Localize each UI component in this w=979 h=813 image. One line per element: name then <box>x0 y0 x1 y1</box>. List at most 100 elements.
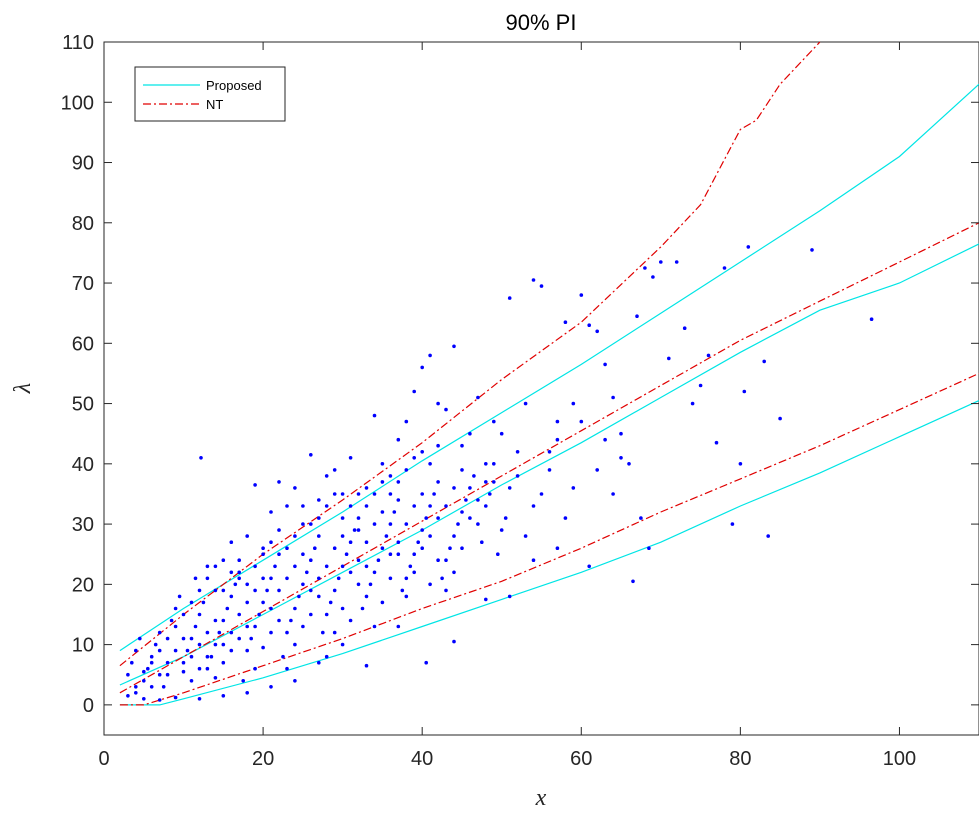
chart-title: 90% PI <box>506 10 577 35</box>
y-tick-label: 50 <box>72 394 94 416</box>
data-point <box>372 492 377 496</box>
data-point <box>452 570 456 575</box>
data-point <box>245 582 249 587</box>
data-point <box>221 588 226 593</box>
data-point <box>380 510 385 514</box>
data-point <box>523 401 528 406</box>
data-point <box>197 697 202 701</box>
data-point <box>213 564 218 569</box>
data-point <box>253 483 257 487</box>
data-point <box>476 395 480 400</box>
data-point <box>181 660 186 665</box>
data-point <box>281 654 285 659</box>
data-point <box>396 552 401 556</box>
data-point <box>579 419 584 424</box>
data-point <box>237 570 241 575</box>
data-point <box>523 534 528 538</box>
data-point <box>229 540 234 544</box>
data-point <box>285 630 289 635</box>
data-point <box>309 612 313 617</box>
y-tick-label: 30 <box>72 514 94 536</box>
data-point <box>305 570 309 575</box>
data-point <box>507 486 512 490</box>
data-point <box>205 576 210 581</box>
data-point <box>221 618 226 623</box>
data-point <box>460 443 464 448</box>
data-point <box>460 510 464 514</box>
data-point <box>285 666 289 671</box>
data-point <box>420 450 425 454</box>
data-point <box>472 474 476 478</box>
data-point <box>309 588 313 593</box>
data-point <box>408 564 413 569</box>
data-point <box>571 486 576 490</box>
data-point <box>356 516 361 520</box>
data-point <box>293 606 297 611</box>
data-point <box>436 558 440 562</box>
data-point <box>396 540 401 544</box>
data-point <box>317 576 321 581</box>
data-point <box>714 440 719 445</box>
data-point <box>364 540 369 544</box>
data-point <box>619 431 623 436</box>
data-point <box>157 698 162 702</box>
data-point <box>332 630 337 635</box>
data-point <box>277 588 281 593</box>
series-line-proposed-upper <box>119 83 979 652</box>
series-line-nt-upper <box>119 41 821 667</box>
data-point <box>261 546 265 550</box>
data-point <box>356 492 361 496</box>
data-point <box>134 691 138 695</box>
data-point <box>492 419 496 424</box>
data-point <box>213 676 218 680</box>
x-axis: 0 20 40 60 80 100 <box>98 42 916 770</box>
data-point <box>309 558 313 562</box>
data-point <box>293 534 297 538</box>
data-point <box>153 642 158 647</box>
x-tick-label: 0 <box>98 748 109 770</box>
data-point <box>404 419 409 424</box>
data-point <box>420 365 425 370</box>
data-point <box>221 558 226 562</box>
data-point <box>340 516 345 520</box>
data-point <box>555 419 560 424</box>
data-point <box>412 570 417 575</box>
data-point <box>229 570 234 575</box>
data-point <box>321 630 325 635</box>
data-point <box>237 558 241 562</box>
data-point <box>336 576 341 581</box>
data-point <box>388 576 393 581</box>
data-point <box>181 612 186 617</box>
data-point <box>301 582 305 587</box>
data-point <box>301 504 305 508</box>
data-point <box>142 679 146 683</box>
data-point <box>130 660 134 665</box>
data-point <box>452 486 456 490</box>
data-point <box>285 546 289 550</box>
data-point <box>412 456 417 460</box>
data-point <box>619 456 623 460</box>
data-point <box>340 642 345 647</box>
data-point <box>253 564 257 569</box>
data-point <box>221 694 226 698</box>
data-point <box>285 504 289 508</box>
data-point <box>603 362 607 367</box>
data-point <box>372 413 377 418</box>
data-point <box>126 672 130 677</box>
data-point <box>205 564 210 569</box>
data-point <box>484 480 488 484</box>
data-point <box>627 462 631 466</box>
data-point <box>157 648 162 653</box>
data-point <box>515 474 520 478</box>
data-point <box>217 630 222 635</box>
data-point <box>173 606 178 611</box>
data-point <box>674 260 679 264</box>
x-tick-label: 100 <box>883 748 916 770</box>
data-point <box>173 648 178 653</box>
data-point <box>277 618 281 623</box>
data-point <box>277 528 281 532</box>
data-point <box>364 594 369 599</box>
data-point <box>269 576 273 581</box>
data-point <box>317 498 321 502</box>
data-point <box>165 672 170 677</box>
